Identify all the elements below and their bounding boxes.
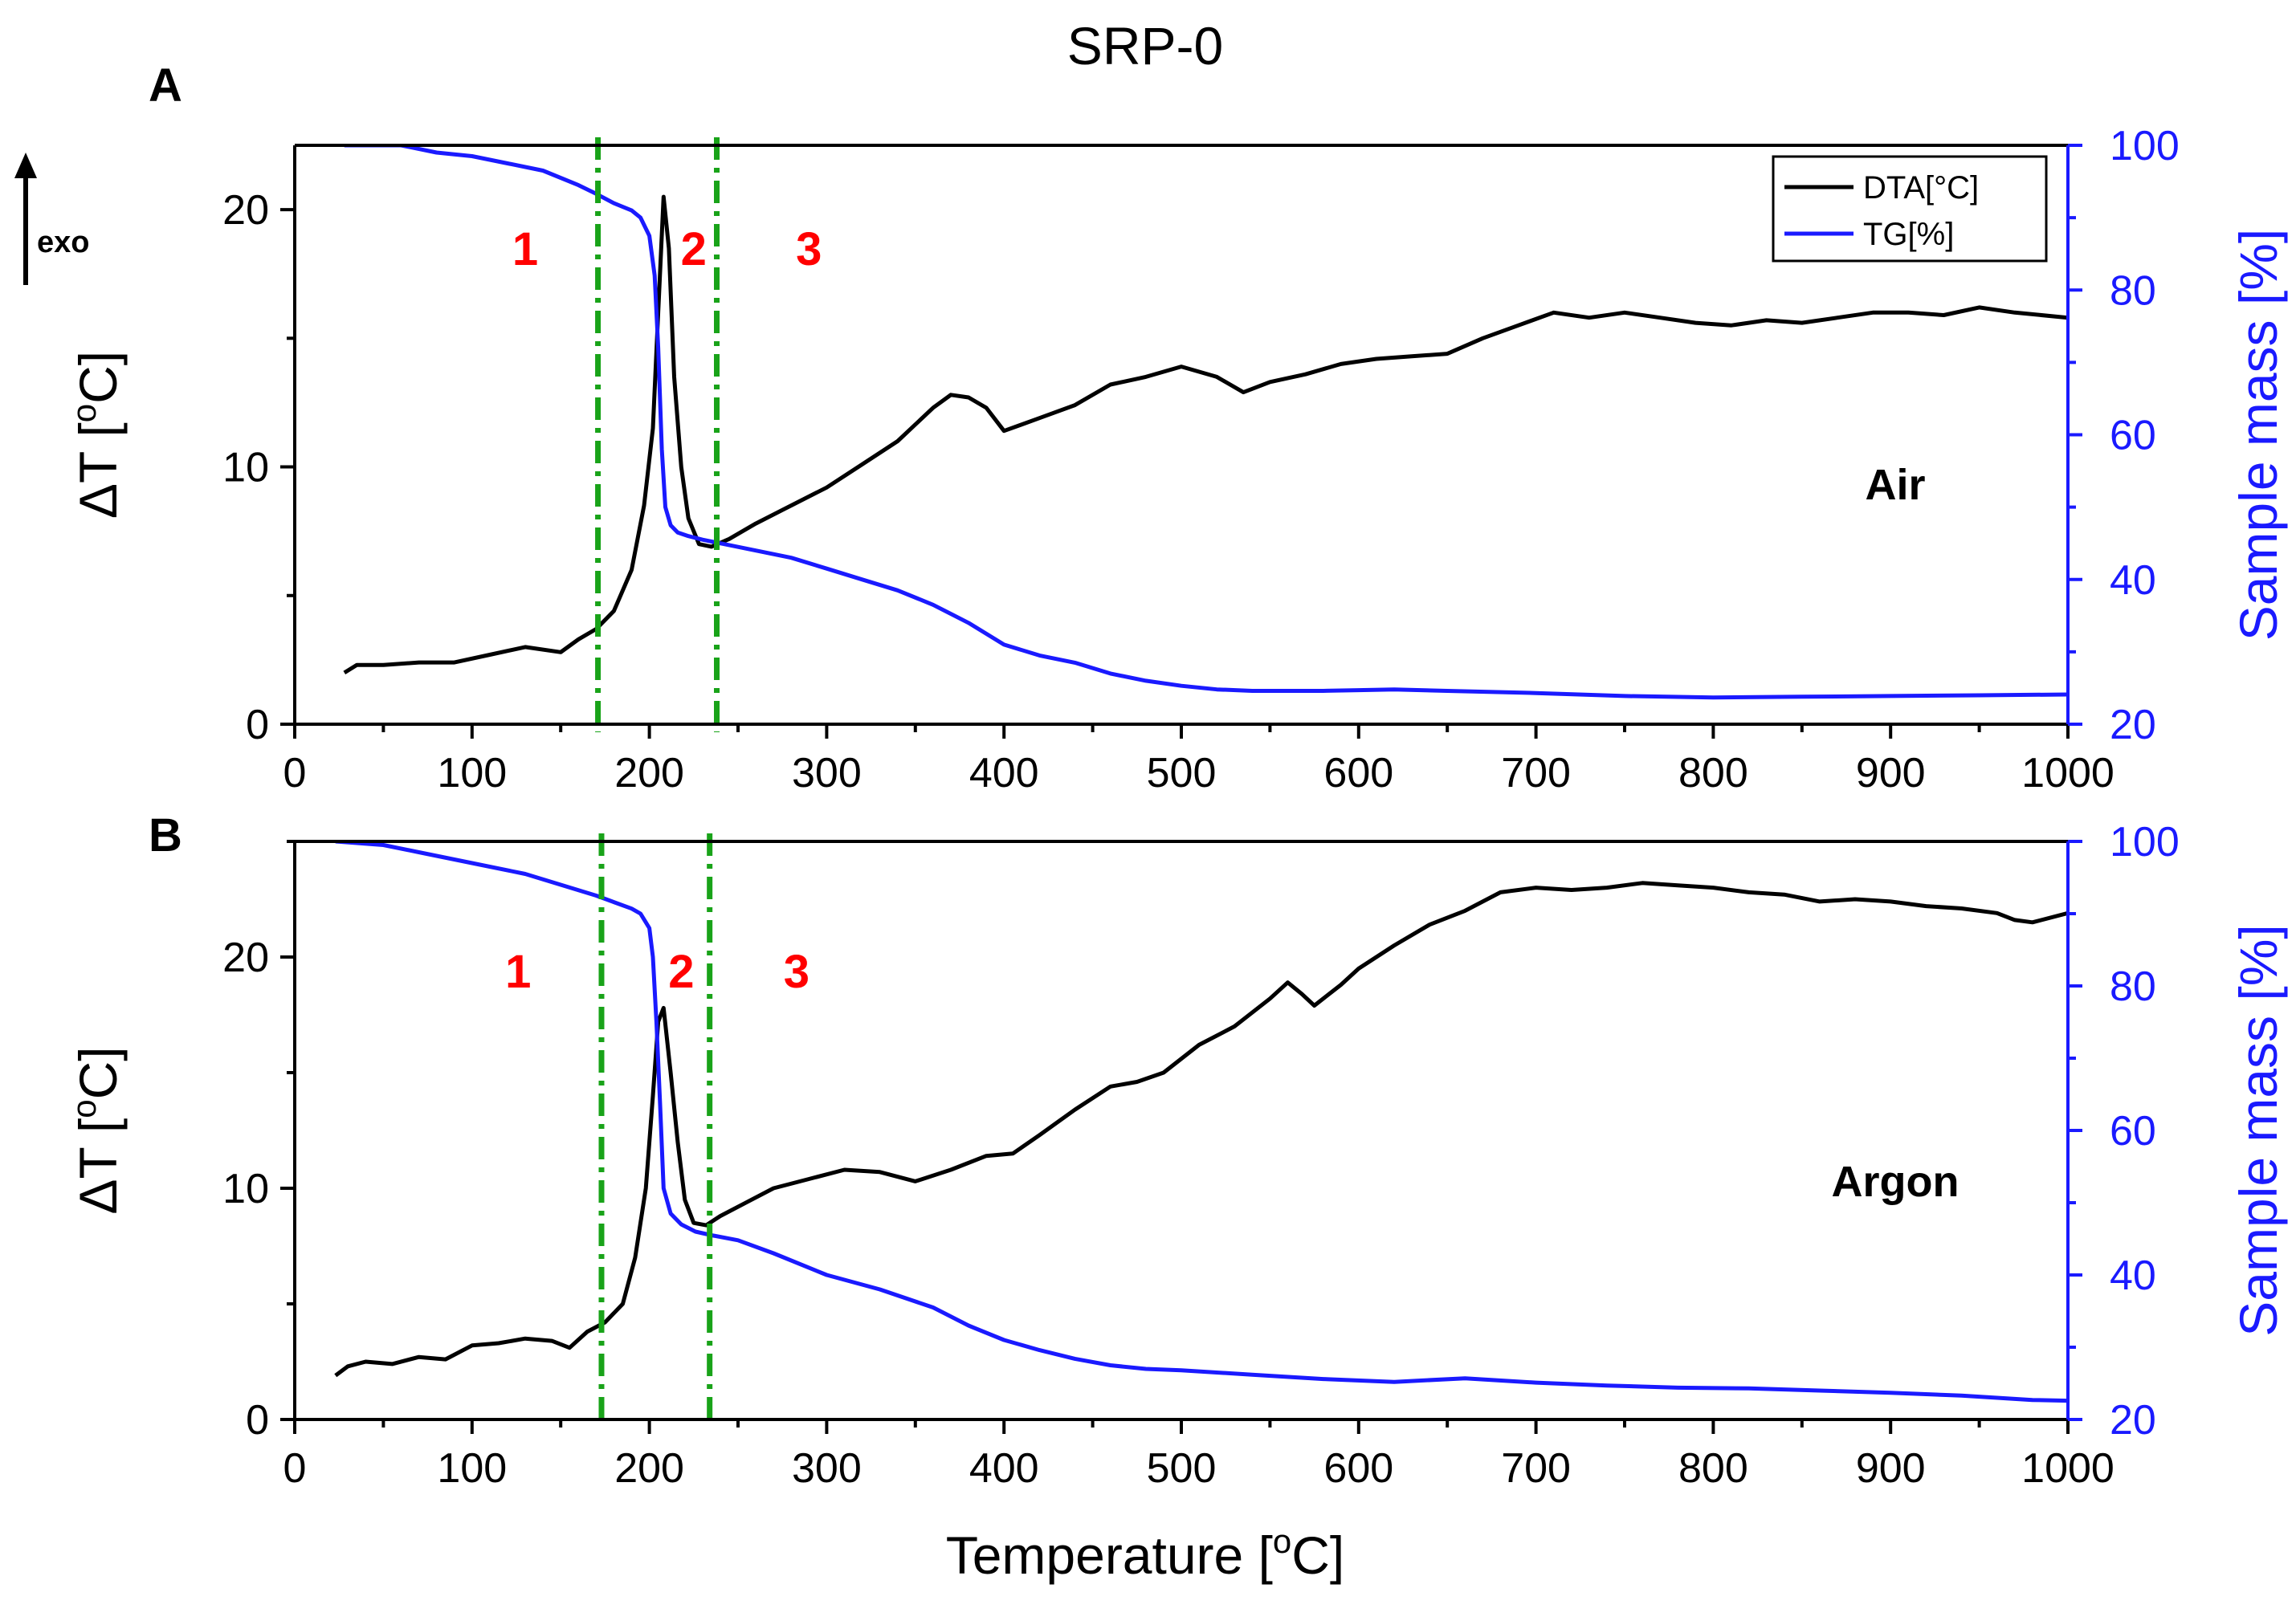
x-axis-title: Temperature [oC] [946, 1522, 1345, 1585]
x-tick-label: 800 [1678, 1445, 1748, 1492]
y-left-axis-title-degree: o [65, 404, 103, 422]
x-tick-label: 200 [614, 1445, 684, 1492]
region-label: 2 [668, 946, 694, 998]
x-axis-title-unit: C] [1291, 1525, 1344, 1585]
dta-series-line [334, 881, 2068, 1378]
exo-label: exo [37, 226, 89, 259]
y-right-tick-label: 60 [2110, 1108, 2156, 1155]
y-right-tick-label: 80 [2110, 267, 2156, 314]
x-tick-label: 100 [437, 750, 507, 796]
y-left-axis-title-text: ΔT [ [68, 422, 128, 519]
x-tick-label: 800 [1678, 750, 1748, 796]
x-tick-label: 700 [1501, 750, 1571, 796]
tg-series-line [344, 145, 2068, 700]
y-left-tick-label: 20 [222, 935, 269, 981]
panel-a: 0 100 200 300 400 500 600 700 800 900 1000 0 10 20 20 4… [65, 59, 2288, 796]
x-tick-label: 600 [1323, 1445, 1393, 1492]
y-right-tick-label: 60 [2110, 413, 2156, 459]
x-tick-label: 200 [614, 750, 684, 796]
x-tick-label: 1000 [2021, 750, 2115, 796]
y-left-axis-title-unit: C] [68, 1046, 128, 1099]
y-right-axis-title: Sample mass [%] [2229, 924, 2288, 1337]
panel-letter: A [149, 59, 182, 112]
x-tick-label: 600 [1323, 750, 1393, 796]
y-left-axis-title: ΔT [oC] [65, 351, 128, 519]
x-tick-label: 400 [969, 750, 1039, 796]
x-axis-title-degree: o [1273, 1522, 1291, 1560]
x-tick-label: 700 [1501, 1445, 1571, 1492]
y-left-tick-label: 10 [222, 445, 269, 491]
y-right-axis-title: Sample mass [%] [2229, 229, 2288, 641]
x-tick-label: 500 [1147, 1445, 1217, 1492]
legend-label: DTA[°C] [1863, 170, 1979, 206]
region-label: 3 [784, 946, 810, 998]
y-left-tick-label: 20 [222, 187, 269, 234]
x-tick-label: 500 [1147, 750, 1217, 796]
y-left-axis-title-degree: o [65, 1099, 103, 1118]
atmosphere-label: Argon [1832, 1158, 1960, 1206]
x-tick-label: 100 [437, 1445, 507, 1492]
y-right-tick-label: 40 [2110, 1252, 2156, 1299]
y-left-axis-title-text: ΔT [ [68, 1118, 128, 1215]
y-right-tick-label: 20 [2110, 1397, 2156, 1444]
y-left-tick-label: 0 [246, 1397, 269, 1444]
atmosphere-label: Air [1865, 461, 1925, 509]
y-right-tick-label: 100 [2110, 819, 2180, 865]
x-tick-label: 400 [969, 1445, 1039, 1492]
y-right-tick-label: 40 [2110, 557, 2156, 604]
tg-series-line [335, 841, 2068, 1403]
x-tick-label: 300 [792, 750, 862, 796]
x-tick-label: 300 [792, 1445, 862, 1492]
legend-label: TG[%] [1863, 217, 1954, 252]
x-axis-title-text: Temperature [ [946, 1525, 1273, 1585]
x-tick-label: 900 [1856, 1445, 1926, 1492]
panel-b: 0 100 200 300 400 500 600 700 800 900 1000 0 10 20 20 4… [65, 809, 2288, 1492]
x-tick-label: 0 [283, 1445, 307, 1492]
y-left-tick-label: 0 [246, 702, 269, 748]
x-tick-label: 900 [1856, 750, 1926, 796]
y-left-axis-title-unit: C] [68, 351, 128, 404]
panel-letter: B [149, 809, 182, 861]
legend-box [1772, 155, 2048, 263]
region-label: 1 [505, 946, 531, 998]
y-left-tick-label: 10 [222, 1166, 269, 1212]
dta-series-line [343, 194, 2068, 675]
y-right-tick-label: 80 [2110, 963, 2156, 1010]
region-label: 2 [681, 223, 707, 275]
chart-title: SRP-0 [1067, 16, 1223, 75]
y-right-tick-label: 100 [2110, 123, 2180, 169]
exo-arrow-icon [14, 153, 37, 285]
region-label: 1 [512, 223, 538, 275]
y-left-axis-title: ΔT [oC] [65, 1046, 128, 1214]
y-right-tick-label: 20 [2110, 702, 2156, 748]
x-tick-label: 1000 [2021, 1445, 2115, 1492]
x-tick-label: 0 [283, 750, 307, 796]
region-label: 3 [796, 223, 822, 275]
